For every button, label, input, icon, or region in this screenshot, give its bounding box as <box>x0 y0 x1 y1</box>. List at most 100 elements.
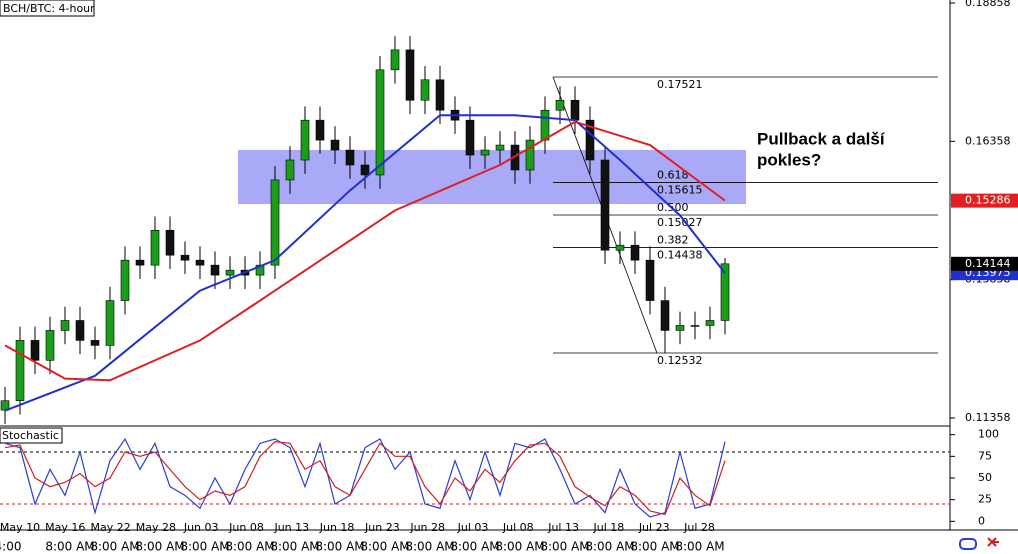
x-tick-label: 8:00 AM <box>360 540 409 554</box>
x-tick-label: Jul 18 <box>593 521 625 534</box>
candle-body <box>105 300 115 346</box>
candle-body <box>540 109 550 141</box>
x-tick-label: 8:00 AM <box>630 540 679 554</box>
fib-ratio: 0.618 <box>657 168 689 181</box>
fib-value: 0.15027 <box>657 216 703 229</box>
chart-title: BCH/BTC: 4-hour <box>3 2 95 15</box>
candle-body <box>150 229 160 266</box>
candle-body <box>690 325 700 327</box>
price-tag-label: 0.14144 <box>965 257 1011 270</box>
candle-body <box>15 340 25 402</box>
candle-body <box>465 119 475 156</box>
candle-body <box>360 164 370 176</box>
y-tick-label: 75 <box>978 449 992 462</box>
candle-body <box>270 179 280 266</box>
x-tick-label: Jul 13 <box>547 521 579 534</box>
candle-body <box>570 99 580 121</box>
candle-body <box>345 149 355 166</box>
candle-body <box>435 79 445 111</box>
y-tick-label: 0.18858 <box>965 0 1011 9</box>
annotation: Pullback a další <box>757 129 886 148</box>
price-tag-label: 0.15286 <box>965 194 1011 207</box>
candle-body <box>75 320 85 341</box>
candle-body <box>165 229 175 256</box>
x-tick-label: 8:00 AM <box>675 540 724 554</box>
candle-body <box>585 119 595 161</box>
x-tick-label: 8:00 AM <box>495 540 544 554</box>
candle-body <box>375 69 385 176</box>
x-tick-label: May 10 <box>0 521 40 534</box>
moving-average <box>4 120 726 382</box>
fib-value: 0.15615 <box>657 183 703 196</box>
x-tick-label: 4:00 <box>0 540 21 554</box>
moving-average <box>4 114 726 412</box>
candle-body <box>555 99 565 111</box>
close-icon[interactable] <box>987 537 999 547</box>
y-tick-label: 25 <box>978 493 992 506</box>
stochastic-line <box>4 440 726 516</box>
x-tick-label: Jul 28 <box>683 521 715 534</box>
x-tick-label: 8:00 AM <box>135 540 184 554</box>
x-tick-label: 8:00 AM <box>405 540 454 554</box>
x-tick-label: Jun 08 <box>228 521 264 534</box>
x-tick-label: May 22 <box>90 521 130 534</box>
fib-ratio: 0.382 <box>657 234 689 247</box>
candle-body <box>615 244 625 251</box>
x-tick-label: Jul 08 <box>502 521 534 534</box>
x-tick-label: Jun 13 <box>273 521 309 534</box>
candle-body <box>225 269 235 276</box>
fib-value: 0.17521 <box>657 78 703 91</box>
candle-body <box>600 159 610 251</box>
candle-body <box>330 139 340 151</box>
candle-body <box>210 264 220 276</box>
toolbar-icons[interactable] <box>959 537 999 550</box>
x-tick-label: Jul 23 <box>638 521 670 534</box>
y-tick-label: 50 <box>978 471 992 484</box>
x-tick-label: Jun 18 <box>319 521 355 534</box>
candle-body <box>255 264 265 276</box>
candle-body <box>630 244 640 261</box>
candle-body <box>390 49 400 71</box>
candle-body <box>705 320 715 326</box>
x-tick-label: Jun 23 <box>364 521 400 534</box>
x-tick-label: 8:00 AM <box>540 540 589 554</box>
x-tick-label: Jun 28 <box>409 521 445 534</box>
candle-body <box>90 340 100 346</box>
candle-body <box>45 330 55 361</box>
candle-body <box>495 144 505 151</box>
x-tick-label: 8:00 AM <box>450 540 499 554</box>
fib-value: 0.14438 <box>657 249 703 262</box>
candle-body <box>300 119 310 161</box>
candle-body <box>420 79 430 101</box>
candle-body <box>120 259 130 301</box>
link-icon[interactable] <box>959 538 977 550</box>
x-tick-label: 8:00 AM <box>315 540 364 554</box>
indicator-title: Stochastic <box>2 429 59 442</box>
annotation: pokles? <box>757 150 821 169</box>
candle-body <box>720 263 730 321</box>
y-tick-label: 100 <box>978 428 999 441</box>
x-tick-label: 8:00 AM <box>270 540 319 554</box>
x-tick-label: 8:00 AM <box>90 540 139 554</box>
pullback-zone <box>238 150 746 204</box>
candle-body <box>675 325 685 331</box>
candle-body <box>180 254 190 261</box>
candle-body <box>315 119 325 141</box>
candle-body <box>60 320 70 331</box>
x-tick-label: Jul 03 <box>457 521 489 534</box>
y-tick-label: 0.16358 <box>965 134 1011 147</box>
y-tick-label: 0.11358 <box>965 411 1011 424</box>
indicator-box <box>0 427 63 444</box>
stochastic-line <box>4 437 726 518</box>
candle-body <box>660 300 670 331</box>
candle-body <box>525 139 535 171</box>
candle-body <box>645 259 655 301</box>
x-tick-label: 8:00 AM <box>45 540 94 554</box>
x-tick-label: Jun 03 <box>183 521 219 534</box>
candle-body <box>480 149 490 156</box>
x-tick-label: May 28 <box>136 521 176 534</box>
x-tick-label: May 16 <box>45 521 85 534</box>
